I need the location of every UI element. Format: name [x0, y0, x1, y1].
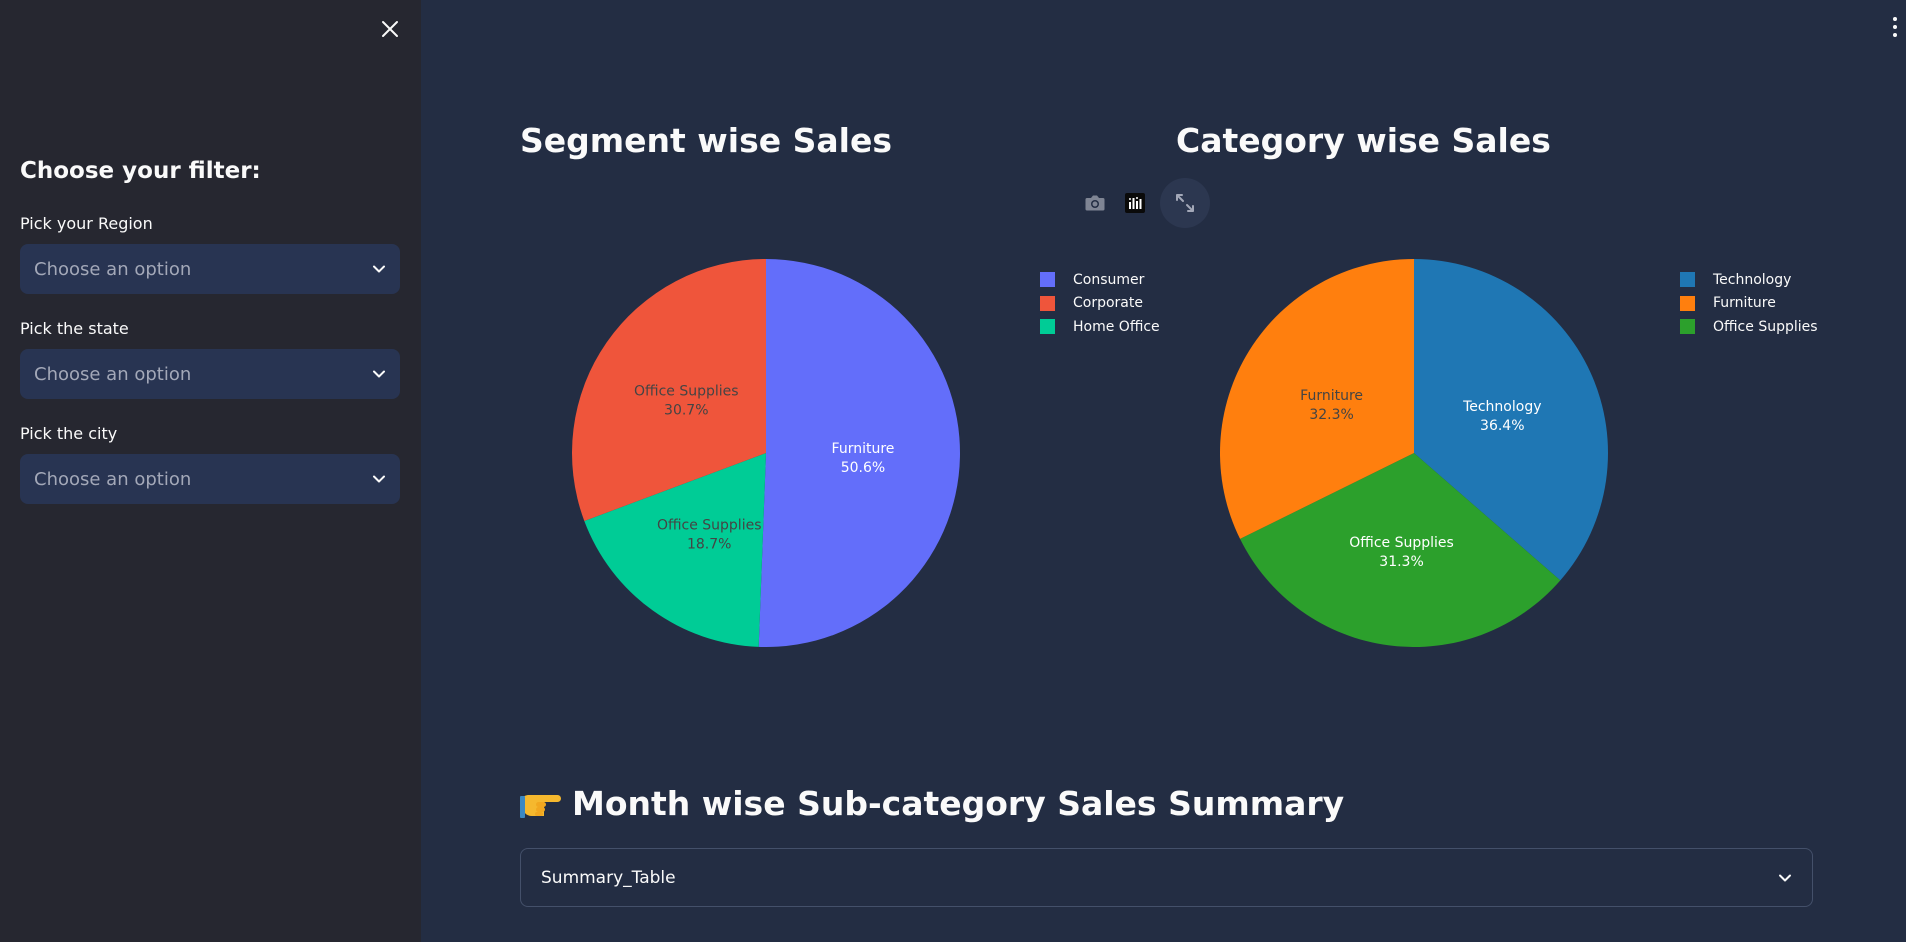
legend-item-technology[interactable]: Technology — [1680, 268, 1818, 292]
pie-slice-corporate[interactable] — [572, 259, 766, 522]
legend-swatch — [1680, 295, 1695, 311]
pie-slice-furniture[interactable] — [1220, 259, 1414, 539]
plotly-logo-button[interactable] — [1120, 188, 1150, 218]
slice-label: Office Supplies — [657, 518, 762, 534]
category-legend: Technology Furniture Office Supplies — [1680, 268, 1818, 339]
sidebar: Choose your filter: Pick your Region Cho… — [0, 0, 421, 942]
fullscreen-button[interactable] — [1160, 178, 1210, 228]
legend-item-furniture[interactable]: Furniture — [1680, 292, 1818, 316]
pie-slice-technology[interactable] — [1414, 259, 1608, 581]
expander-label: Summary_Table — [541, 867, 676, 888]
camera-icon — [1085, 195, 1105, 211]
chart-modebar — [1080, 178, 1210, 228]
pie-slice-office-supplies[interactable] — [1240, 453, 1561, 647]
pie-slice-consumer[interactable] — [758, 259, 961, 647]
legend-label: Technology — [1713, 271, 1792, 288]
plotly-logo-icon — [1125, 193, 1145, 213]
legend-item-consumer[interactable]: Consumer — [1040, 268, 1160, 292]
pie-slice-home-office[interactable] — [584, 453, 766, 647]
legend-label: Home Office — [1073, 318, 1160, 335]
slice-label: Office Supplies — [634, 384, 739, 400]
summary-table-expander[interactable]: Summary_Table — [520, 848, 1813, 907]
category-chart-title: Category wise Sales — [1176, 121, 1551, 160]
slice-percent: 50.6% — [841, 460, 885, 476]
legend-item-office-supplies[interactable]: Office Supplies — [1680, 315, 1818, 339]
pointing-hand-icon — [520, 794, 561, 818]
slice-label: Furniture — [832, 441, 895, 457]
legend-swatch — [1040, 319, 1055, 335]
slice-label: Furniture — [1300, 388, 1363, 404]
region-select[interactable]: Choose an option — [20, 244, 400, 294]
main-menu-button[interactable] — [1890, 14, 1900, 40]
slice-percent: 36.4% — [1480, 418, 1524, 434]
slice-label: Office Supplies — [1349, 535, 1454, 551]
chevron-down-icon — [1779, 874, 1791, 881]
legend-swatch — [1040, 272, 1055, 288]
legend-swatch — [1680, 319, 1695, 335]
close-sidebar-button[interactable] — [375, 14, 405, 44]
slice-label: Technology — [1462, 399, 1541, 415]
slice-percent: 31.3% — [1379, 554, 1423, 570]
download-png-button[interactable] — [1080, 188, 1110, 218]
city-select-placeholder: Choose an option — [34, 468, 192, 490]
legend-label: Office Supplies — [1713, 318, 1818, 335]
fullscreen-icon — [1176, 194, 1194, 212]
region-select-placeholder: Choose an option — [34, 258, 192, 280]
slice-percent: 18.7% — [687, 537, 731, 553]
region-filter-label: Pick your Region — [20, 214, 153, 233]
legend-label: Corporate — [1073, 295, 1143, 312]
filter-heading: Choose your filter: — [20, 158, 261, 184]
chevron-down-icon — [373, 265, 385, 273]
segment-chart-title: Segment wise Sales — [520, 121, 892, 160]
state-filter-label: Pick the state — [20, 319, 129, 338]
slice-percent: 32.3% — [1309, 407, 1353, 423]
legend-swatch — [1040, 295, 1055, 311]
city-select[interactable]: Choose an option — [20, 454, 400, 504]
segment-legend: Consumer Corporate Home Office — [1040, 268, 1160, 339]
state-select[interactable]: Choose an option — [20, 349, 400, 399]
legend-item-home-office[interactable]: Home Office — [1040, 315, 1160, 339]
summary-section-title: Month wise Sub-category Sales Summary — [520, 784, 1344, 823]
close-icon — [382, 21, 398, 37]
chevron-down-icon — [373, 475, 385, 483]
kebab-menu-icon — [1893, 17, 1897, 37]
category-pie-chart[interactable]: Technology 36.4% Office Supplies 31.3% Furni… — [1220, 259, 1608, 647]
chevron-down-icon — [373, 370, 385, 378]
legend-label: Furniture — [1713, 295, 1776, 312]
legend-item-corporate[interactable]: Corporate — [1040, 292, 1160, 316]
state-select-placeholder: Choose an option — [34, 363, 192, 385]
city-filter-label: Pick the city — [20, 424, 118, 443]
summary-title-text: Month wise Sub-category Sales Summary — [572, 784, 1345, 823]
segment-pie-chart[interactable]: Furniture 50.6% Office Supplies 18.7% Office… — [572, 259, 961, 647]
legend-label: Consumer — [1073, 271, 1145, 288]
slice-percent: 30.7% — [664, 403, 708, 419]
legend-swatch — [1680, 272, 1695, 288]
